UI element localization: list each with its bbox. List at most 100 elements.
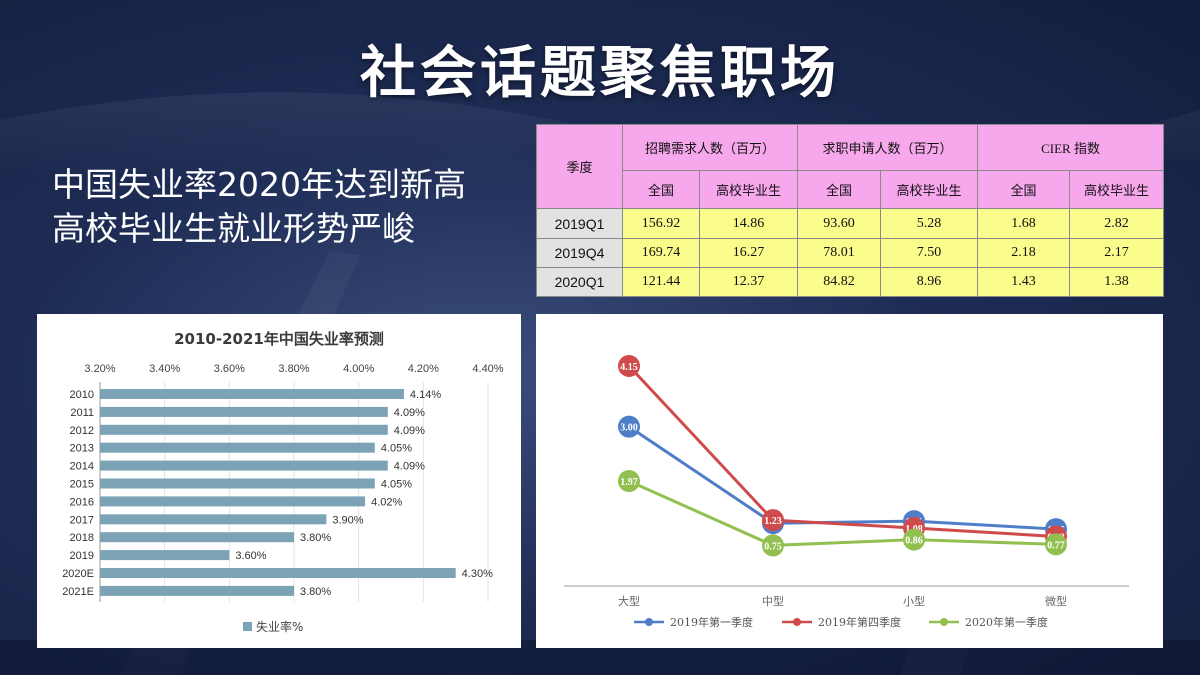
legend-label: 2020年第一季度 [965, 615, 1048, 629]
bar [100, 514, 327, 525]
x-tick-label: 3.60% [214, 363, 245, 375]
y-tick-label: 2021E [62, 586, 94, 598]
cell-quarter: 2020Q1 [536, 266, 623, 298]
data-label: 0.75 [764, 541, 782, 552]
x-tick-label: 4.00% [343, 363, 374, 375]
series-line [628, 479, 1057, 547]
cell-quarter: 2019Q1 [536, 208, 623, 239]
cell-cier-grad: 2.82 [1069, 208, 1165, 239]
cell-demand-grad: 16.27 [698, 237, 799, 268]
bar-value-label: 4.09% [394, 461, 425, 473]
series-line [628, 425, 1057, 531]
recruitment-table: 季度 招聘需求人数（百万） 求职申请人数（百万） CIER 指数 全国 高校毕业… [536, 123, 1165, 298]
x-tick-label: 中型 [762, 594, 784, 608]
bar [100, 532, 294, 543]
y-tick-label: 2019 [70, 550, 94, 562]
data-point [903, 528, 925, 551]
data-point [1045, 533, 1067, 556]
bar [100, 478, 375, 489]
header-supply: 求职申请人数（百万） [797, 123, 979, 172]
bar-value-label: 4.30% [462, 568, 493, 580]
subheader-cier-all: 全国 [977, 170, 1071, 210]
subheader-cier-grad: 高校毕业生 [1069, 170, 1165, 210]
y-tick-label: 2017 [70, 514, 94, 526]
enterprise-line-chart-panel: 大型中型小型微型3.001.171.211.064.151.231.080.92… [536, 314, 1163, 648]
bar-value-label: 4.05% [381, 479, 412, 491]
cell-cier-all: 2.18 [977, 237, 1071, 268]
bar [100, 568, 456, 578]
cell-cier-all: 1.68 [977, 208, 1071, 239]
y-tick-label: 2016 [70, 496, 94, 508]
legend-label: 失业率% [256, 619, 303, 634]
x-tick-label: 3.20% [84, 363, 115, 375]
y-tick-label: 2020E [62, 568, 94, 580]
legend-label: 2019年第四季度 [818, 615, 901, 629]
data-label: 1.23 [764, 516, 782, 527]
cell-cier-grad: 1.38 [1069, 266, 1165, 298]
bar-value-label: 3.90% [332, 514, 363, 526]
header-quarter: 季度 [536, 123, 623, 210]
bar [100, 460, 388, 471]
bar [100, 585, 294, 596]
unemployment-bar-chart-panel: 2010-2021年中国失业率预测 3.20% 3.40% 3.60% 3.80% 4.0… [37, 314, 521, 648]
x-tick-label: 4.40% [472, 363, 503, 375]
cell-demand-all: 169.74 [622, 237, 700, 268]
cell-supply-grad: 8.96 [880, 266, 979, 298]
bar-value-label: 4.02% [371, 496, 402, 508]
unemployment-bar-chart: 2010-2021年中国失业率预测 3.20% 3.40% 3.60% 3.80% 4.0… [62, 330, 504, 634]
data-label: 0.86 [905, 536, 923, 547]
bar-value-label: 4.14% [410, 389, 441, 401]
enterprise-line-chart: 大型中型小型微型3.001.171.211.064.151.231.080.92… [564, 355, 1129, 629]
bar-value-label: 3.60% [235, 550, 266, 562]
header-cier: CIER 指数 [977, 123, 1165, 172]
x-tick-label: 3.80% [278, 363, 309, 375]
bar-value-label: 4.09% [394, 407, 425, 419]
bar [100, 442, 375, 453]
data-label: 4.15 [620, 362, 638, 373]
series-line [627, 364, 1057, 538]
subheader-demand-grad: 高校毕业生 [698, 170, 799, 210]
headline-line-2: 高校毕业生就业形势严峻 [52, 209, 415, 248]
y-tick-label: 2018 [70, 532, 94, 544]
slide-title: 社会话题聚焦职场 [360, 40, 840, 106]
bar [100, 496, 366, 507]
table-row: 2019Q1 156.92 14.86 93.60 5.28 1.68 2.82 [536, 208, 1165, 239]
bar [100, 550, 230, 561]
subheader-demand-all: 全国 [622, 170, 700, 210]
legend-marker [940, 618, 948, 626]
cell-demand-all: 121.44 [622, 266, 700, 298]
data-point [762, 534, 784, 557]
cell-supply-all: 78.01 [797, 237, 882, 268]
cell-cier-all: 1.43 [977, 266, 1071, 298]
bar [100, 424, 388, 435]
bar [100, 389, 404, 399]
cell-cier-grad: 2.17 [1069, 237, 1165, 268]
legend-marker [645, 618, 653, 626]
cell-supply-all: 84.82 [797, 266, 882, 298]
cell-quarter: 2019Q4 [536, 237, 623, 268]
y-tick-label: 2012 [70, 425, 94, 437]
subheader-supply-grad: 高校毕业生 [880, 170, 979, 210]
data-label: 1.97 [620, 477, 638, 488]
data-point [618, 355, 640, 377]
y-tick-label: 2015 [70, 479, 94, 491]
cell-demand-all: 156.92 [622, 208, 700, 239]
bar-chart-title: 2010-2021年中国失业率预测 [174, 330, 384, 348]
y-tick-label: 2014 [70, 461, 94, 473]
bar-value-label: 4.09% [394, 425, 425, 437]
x-tick-label: 3.40% [149, 363, 180, 375]
table-row: 2019Q4 169.74 16.27 78.01 7.50 2.18 2.17 [536, 237, 1165, 268]
cell-supply-grad: 5.28 [880, 208, 979, 239]
y-tick-label: 2011 [70, 407, 94, 419]
legend-label: 2019年第一季度 [670, 615, 753, 629]
data-point [618, 470, 640, 493]
bar-value-label: 4.05% [381, 443, 412, 455]
data-label: 0.77 [1047, 540, 1065, 551]
bar-value-label: 3.80% [300, 532, 331, 544]
y-tick-label: 2010 [70, 389, 94, 401]
headline-line-1: 中国失业率2020年达到新高 [52, 165, 466, 204]
bar [100, 406, 388, 417]
header-demand: 招聘需求人数（百万） [621, 123, 799, 172]
data-point [762, 509, 784, 532]
cell-supply-grad: 7.50 [880, 237, 979, 268]
